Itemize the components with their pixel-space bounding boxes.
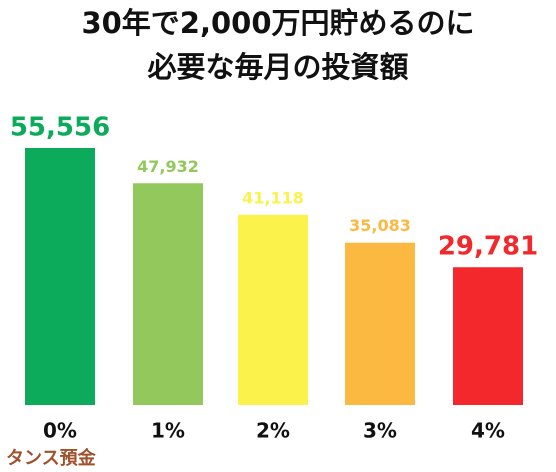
bar <box>238 214 308 405</box>
chart-title: 30年で2,000万円貯めるのに <box>81 6 474 40</box>
x-tick-label: 0% <box>43 419 77 443</box>
x-tick-label: 3% <box>363 419 397 443</box>
chart-title: 必要な毎月の投資額 <box>147 50 408 84</box>
value-label: 55,556 <box>10 113 110 143</box>
value-label: 47,932 <box>137 157 199 176</box>
x-tick-label: 4% <box>471 419 505 443</box>
value-label: 35,083 <box>349 216 411 235</box>
bar <box>25 148 95 405</box>
x-tick-label: 1% <box>151 419 185 443</box>
bar <box>133 183 203 405</box>
annotation: タンス預金 <box>6 447 97 469</box>
x-tick-label: 2% <box>256 419 290 443</box>
value-label: 41,118 <box>242 188 304 207</box>
value-label: 29,781 <box>438 232 538 262</box>
bar <box>345 242 415 405</box>
bar <box>453 267 523 405</box>
